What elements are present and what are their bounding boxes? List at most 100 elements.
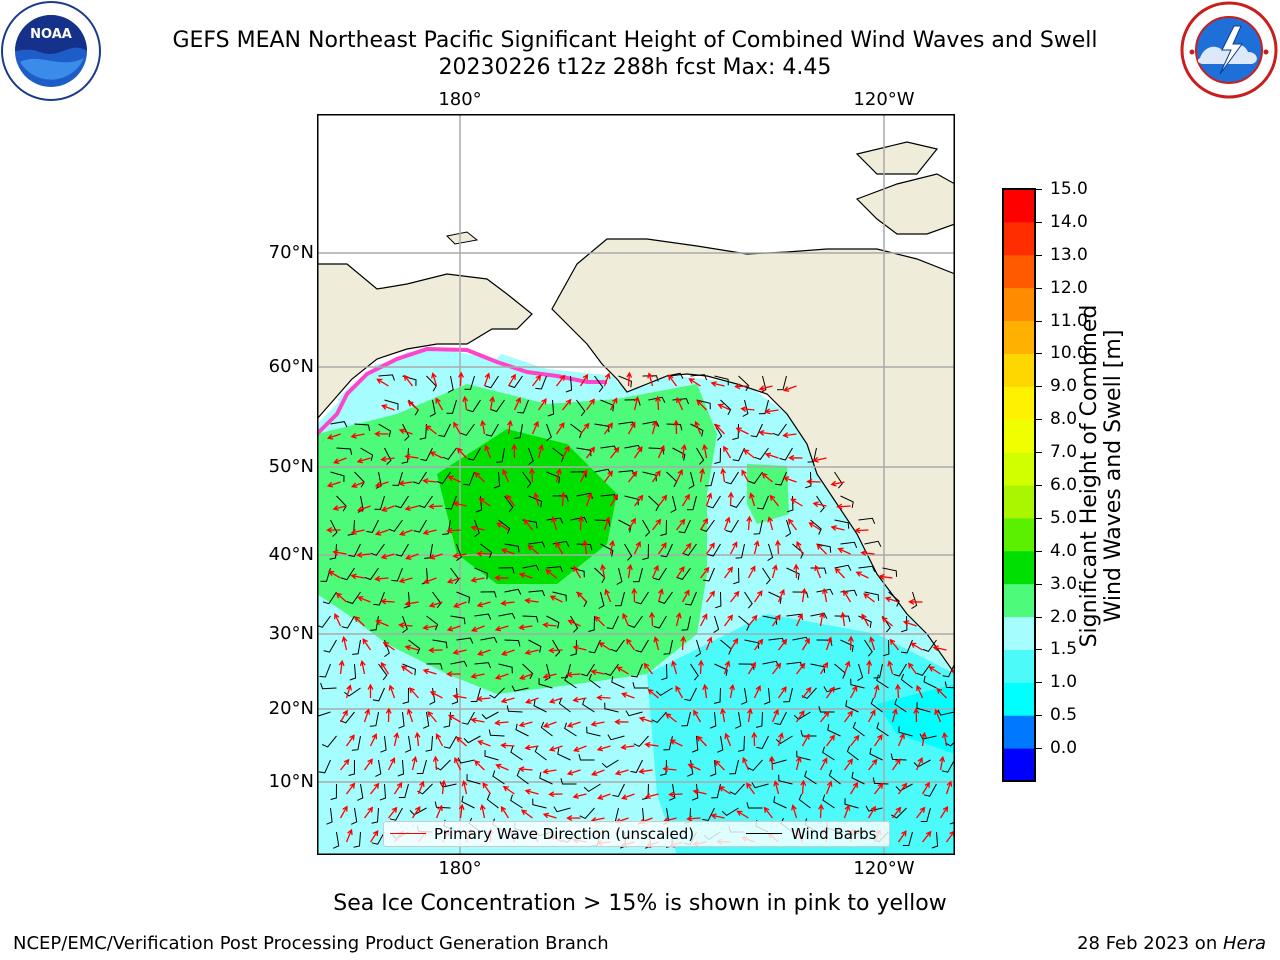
wind-barb (408, 639, 421, 655)
wave-direction-arrow (787, 518, 798, 531)
wind-barb (642, 543, 649, 560)
wave-direction-arrow (837, 547, 851, 555)
wind-barb (775, 735, 793, 745)
wave-direction-arrow (638, 768, 653, 775)
wind-barb (508, 375, 523, 389)
wave-direction-arrow (374, 430, 389, 437)
wind-barb (330, 519, 338, 537)
wind-barb (570, 639, 577, 656)
wind-barb (425, 735, 433, 752)
colorbar-segment (1003, 452, 1035, 486)
wind-barb (659, 759, 667, 776)
wave-direction-arrow (651, 420, 658, 435)
wave-direction-arrow (921, 830, 932, 843)
wind-barb (744, 591, 753, 609)
wind-barb (402, 423, 410, 441)
wave-direction-arrow (476, 601, 491, 608)
wave-direction-arrow (934, 708, 942, 723)
wave-direction-arrow (431, 372, 438, 387)
wave-direction-arrow (387, 757, 396, 771)
wave-direction-arrow (446, 671, 461, 677)
wave-direction-arrow (790, 498, 803, 507)
wind-barb (485, 423, 499, 437)
wind-barb (528, 639, 542, 653)
wave-direction-arrow (470, 717, 485, 724)
wind-barb (540, 721, 553, 737)
nws-logo-icon (1180, 1, 1278, 99)
colorbar-segment (1003, 748, 1035, 782)
wind-barb (510, 746, 523, 761)
wind-barb (588, 639, 601, 654)
lon-tick-top-180: 180° (438, 89, 482, 110)
wave-direction-arrow (801, 733, 810, 747)
wind-barb (635, 591, 649, 605)
wind-barb (544, 663, 551, 681)
wave-direction-arrow (380, 553, 395, 560)
wind-barb (735, 543, 745, 559)
wave-direction-arrow (783, 385, 797, 392)
wave-direction-arrow (551, 516, 558, 531)
wave-direction-arrow (740, 406, 755, 413)
wind-barb (632, 567, 643, 583)
wind-barb (442, 447, 457, 460)
wind-barb (690, 374, 708, 381)
wind-barb (594, 519, 611, 527)
wave-direction-arrow (668, 791, 683, 798)
page-title: GEFS MEAN Northeast Pacific Significant … (172, 28, 1098, 53)
wind-barb (401, 447, 409, 464)
wave-direction-arrow (567, 619, 581, 627)
wave-direction-arrow (398, 480, 413, 487)
wind-barb (558, 697, 571, 713)
wave-direction-arrow (717, 403, 731, 411)
wave-direction-arrow (916, 684, 924, 699)
colorbar-segment (1003, 550, 1035, 585)
wind-barb (864, 540, 882, 547)
wave-direction-arrow (555, 468, 562, 483)
wind-barb (632, 682, 649, 689)
wind-barb (648, 396, 666, 403)
wind-barb (858, 517, 876, 524)
wind-barb (398, 783, 409, 798)
wind-barb (911, 591, 918, 610)
wave-direction-arrow (702, 683, 709, 699)
wave-direction-arrow (579, 469, 588, 483)
wave-direction-arrow (477, 649, 491, 656)
wave-direction-arrow (720, 467, 727, 483)
wind-barb (700, 519, 715, 533)
wave-direction-arrow (699, 566, 710, 579)
wind-barb (754, 447, 769, 461)
wind-barb (498, 663, 513, 674)
wave-direction-arrow (681, 589, 690, 603)
wave-direction-arrow (696, 735, 707, 747)
wave-direction-arrow (409, 687, 419, 699)
wave-direction-arrow (560, 491, 567, 507)
wave-direction-arrow (440, 779, 447, 795)
wave-direction-arrow (644, 741, 659, 748)
wind-barb (900, 639, 913, 654)
wind-barb (489, 687, 505, 699)
wave-direction-arrow (867, 709, 876, 723)
wave-direction-arrow (527, 544, 539, 555)
wind-barb (834, 471, 843, 489)
wind-barb (480, 543, 493, 559)
wind-barb (378, 374, 395, 381)
wind-barb (633, 735, 649, 748)
wind-barb (354, 423, 371, 431)
colorbar-tick-mark (1036, 287, 1042, 289)
wave-direction-arrow (800, 587, 807, 603)
wave-direction-arrow (651, 564, 659, 579)
wave-direction-arrow (609, 539, 616, 555)
barb-legend-line (746, 833, 782, 834)
wind-barb (816, 588, 834, 595)
wind-barb (666, 423, 683, 431)
wave-direction-arrow (627, 517, 636, 531)
wave-direction-arrow (339, 758, 350, 771)
wind-barb (318, 759, 331, 774)
wave-direction-arrow (908, 598, 923, 605)
wind-barb (606, 615, 619, 630)
wind-barb (818, 706, 835, 713)
land-alaska-canada (551, 238, 955, 676)
wave-direction-arrow (825, 780, 833, 795)
wind-barb (941, 759, 955, 773)
wind-barb (488, 729, 505, 737)
